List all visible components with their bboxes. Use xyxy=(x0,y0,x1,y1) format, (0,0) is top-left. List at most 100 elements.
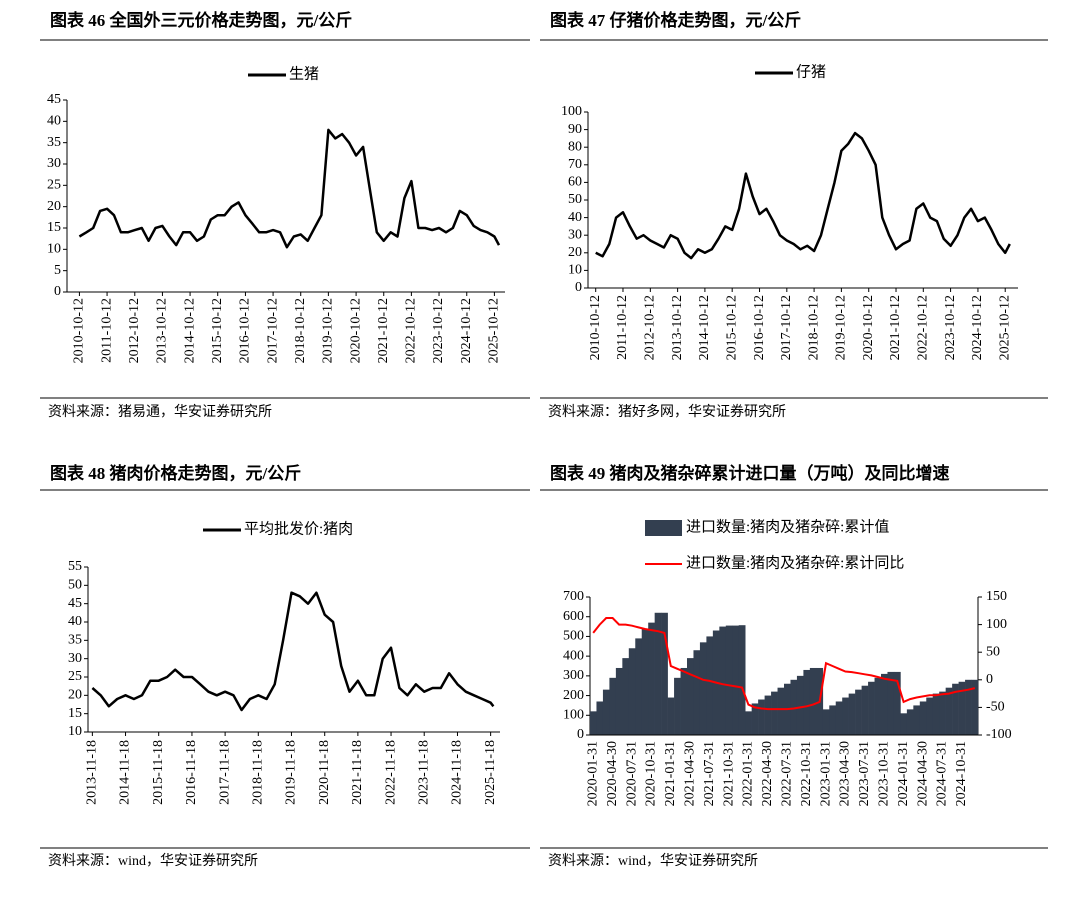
y-tick-label: 5 xyxy=(54,263,61,278)
y-tick-label: 55 xyxy=(68,559,82,574)
x-tick-label: 2021-10-31 xyxy=(721,741,736,806)
y2-tick-label: 50 xyxy=(986,644,1000,659)
y-tick-label: 30 xyxy=(568,227,582,242)
bar xyxy=(893,671,901,735)
x-tick-label: 2022-10-31 xyxy=(799,741,814,806)
x-tick-label: 2020-01-31 xyxy=(585,741,600,806)
source-note: 资料来源：wind，华安证券研究所 xyxy=(548,853,758,869)
x-tick-label: 2021-04-30 xyxy=(682,741,697,806)
legend-label: 进口数量:猪肉及猪杂碎:累计同比 xyxy=(686,554,904,571)
x-tick-label: 2022-04-30 xyxy=(760,741,775,806)
x-tick-label: 2025-10-12 xyxy=(997,295,1012,360)
y-tick-label: 30 xyxy=(47,156,61,171)
x-tick-label: 2024-10-12 xyxy=(459,298,474,363)
x-tick-label: 2024-01-31 xyxy=(896,741,911,806)
x-tick-label: 2022-11-18 xyxy=(383,740,398,805)
x-tick-label: 2021-10-12 xyxy=(888,295,903,360)
bar xyxy=(952,683,959,735)
y-tick-label: 40 xyxy=(47,114,61,129)
source-note: 资料来源：猪易通，华安证券研究所 xyxy=(48,404,272,420)
bar xyxy=(874,677,882,735)
x-tick-label: 2020-10-12 xyxy=(348,298,363,363)
bar xyxy=(609,677,617,735)
x-tick-label: 2017-10-12 xyxy=(779,295,794,360)
bar xyxy=(699,642,707,735)
yoy-line xyxy=(592,617,976,711)
x-tick-label: 2024-10-31 xyxy=(954,741,969,806)
y-tick-label: 500 xyxy=(563,629,584,644)
bar xyxy=(771,691,778,735)
y-tick-label: 0 xyxy=(54,284,61,299)
x-tick-label: 2020-10-12 xyxy=(861,295,876,360)
x-tick-label: 2023-01-31 xyxy=(818,741,833,806)
legend-label: 仔猪 xyxy=(796,63,826,80)
x-tick-label: 2020-10-31 xyxy=(644,741,659,806)
y-tick-label: 25 xyxy=(47,178,61,193)
bar xyxy=(725,625,733,735)
bar xyxy=(790,679,798,735)
x-tick-label: 2018-10-12 xyxy=(293,298,308,363)
chart-title: 图表 49 猪肉及猪杂碎累计进口量（万吨）及同比增速 xyxy=(550,463,950,483)
y-tick-label: 20 xyxy=(47,199,61,214)
y2-tick-label: 0 xyxy=(986,672,993,687)
bar xyxy=(842,697,849,735)
bar xyxy=(777,687,785,735)
source-note: 资料来源：猪好多网，华安证券研究所 xyxy=(548,403,786,420)
x-tick-label: 2024-11-18 xyxy=(450,740,465,805)
x-tick-label: 2015-10-12 xyxy=(210,298,225,363)
bar xyxy=(745,711,752,735)
y-tick-label: 200 xyxy=(563,688,584,703)
x-tick-label: 2022-10-12 xyxy=(916,295,931,360)
source-note: 资料来源：wind，华安证券研究所 xyxy=(48,853,258,869)
y-tick-label: 40 xyxy=(68,614,82,629)
x-tick-label: 2017-10-12 xyxy=(265,298,280,363)
bar xyxy=(602,689,610,735)
bar xyxy=(945,687,953,735)
y2-tick-label: -100 xyxy=(986,727,1012,742)
bar xyxy=(881,673,888,735)
x-tick-label: 2018-11-18 xyxy=(251,740,266,805)
y-tick-label: 35 xyxy=(47,135,61,150)
x-tick-label: 2016-10-12 xyxy=(238,298,253,363)
y-tick-label: 20 xyxy=(568,245,582,260)
x-tick-label: 2010-10-12 xyxy=(588,295,603,360)
bar xyxy=(900,713,908,735)
x-tick-label: 2021-07-31 xyxy=(702,741,717,806)
x-tick-label: 2017-11-18 xyxy=(217,740,232,805)
bar xyxy=(758,699,765,735)
bar xyxy=(654,612,662,735)
y2-tick-label: 150 xyxy=(986,589,1007,604)
x-tick-label: 2025-11-18 xyxy=(483,740,498,805)
y-tick-label: 0 xyxy=(577,727,584,742)
y-tick-label: 10 xyxy=(47,242,61,257)
x-tick-label: 2010-10-12 xyxy=(72,298,87,363)
x-tick-label: 2020-11-18 xyxy=(317,740,332,805)
bar xyxy=(835,701,843,735)
legend-label: 平均批发价:猪肉 xyxy=(244,520,353,537)
bar xyxy=(913,705,921,735)
x-tick-label: 2023-10-12 xyxy=(943,295,958,360)
x-tick-label: 2016-10-12 xyxy=(752,295,767,360)
bar xyxy=(693,650,701,735)
bar xyxy=(906,709,914,735)
y-tick-label: 70 xyxy=(568,157,582,172)
y-tick-label: 20 xyxy=(68,688,82,703)
bar xyxy=(848,693,856,735)
x-tick-label: 2023-07-31 xyxy=(857,741,872,806)
x-tick-label: 2023-10-12 xyxy=(431,298,446,363)
bar xyxy=(919,701,927,735)
chart-title: 图表 46 全国外三元价格走势图，元/公斤 xyxy=(50,10,352,30)
y-tick-label: 100 xyxy=(561,104,582,119)
x-tick-label: 2014-10-12 xyxy=(182,298,197,363)
price-line xyxy=(595,131,1011,260)
bar xyxy=(796,675,804,735)
x-tick-label: 2024-07-31 xyxy=(935,741,950,806)
y-tick-label: 700 xyxy=(563,589,584,604)
y-tick-label: 300 xyxy=(563,668,584,683)
bar xyxy=(965,679,972,735)
y-tick-label: 10 xyxy=(68,724,82,739)
bar xyxy=(971,679,979,735)
y-tick-label: 50 xyxy=(68,578,82,593)
x-tick-label: 2011-10-12 xyxy=(615,295,630,360)
